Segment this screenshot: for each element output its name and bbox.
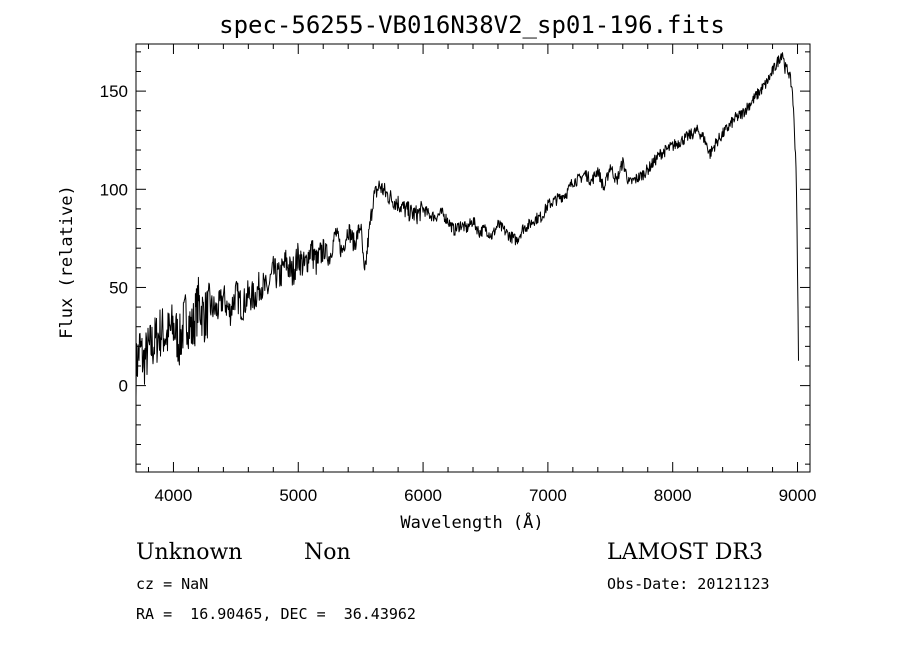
obs-date-label: Obs-Date: 20121123 [607,575,770,593]
y-tick-label: 150 [100,82,128,101]
y-axis: 0 50 100 150 [100,51,810,465]
y-tick-label: 0 [119,377,128,396]
object-class-label: Unknown [136,540,242,565]
x-axis-label: Wavelength (Å) [400,511,543,533]
coordinates-label: RA = 16.90465, DEC = 36.43962 [136,605,416,623]
redshift-label: cz = NaN [136,575,208,593]
x-axis: 4000 5000 6000 7000 8000 9000 [147,44,817,505]
x-tick-label: 5000 [279,486,317,505]
y-tick-label: 50 [109,278,128,297]
x-tick-label: 7000 [529,486,567,505]
survey-label: LAMOST DR3 [607,540,763,565]
y-axis-label: Flux (relative) [57,185,77,339]
x-tick-label: 9000 [779,486,817,505]
chart-title: spec-56255-VB016N38V2_sp01-196.fits [219,11,725,39]
x-tick-label: 8000 [654,486,692,505]
y-tick-label: 100 [100,180,128,199]
x-tick-label: 4000 [155,486,193,505]
plot-frame [135,43,811,473]
spectrum-series-line [135,52,799,398]
x-tick-label: 6000 [404,486,442,505]
object-subclass-label: Non [304,540,351,565]
